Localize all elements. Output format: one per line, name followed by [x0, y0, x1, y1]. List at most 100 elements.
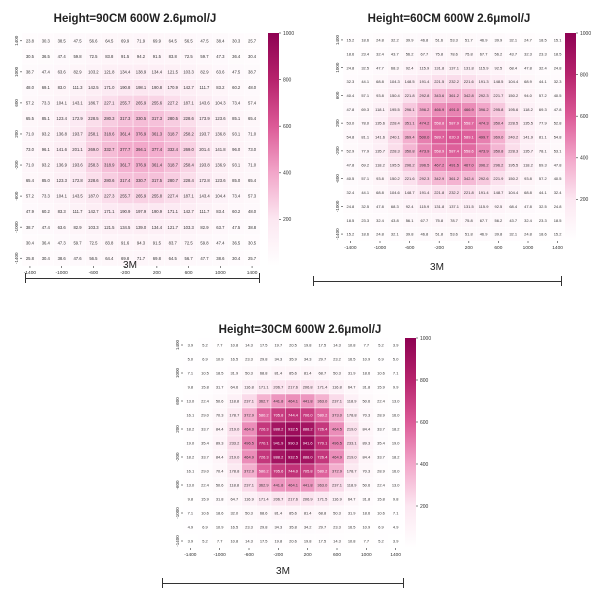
cell-value-label: 148.5	[493, 79, 504, 84]
cell-value-label: 32.4	[347, 190, 356, 195]
cell-value-label: 142.5	[88, 85, 99, 90]
cell-value-label: 240.1	[390, 135, 401, 140]
cell-value-label: 71.0	[248, 132, 257, 137]
cell-value-label: 32.3	[347, 79, 356, 84]
cell-value-label: 70.4	[216, 469, 224, 474]
cell-value-label: 69.3	[539, 107, 548, 112]
cell-value-label: 5.2	[202, 343, 208, 348]
cell-value-label: 24.7	[524, 38, 533, 43]
cell-value-label: 500.0	[419, 135, 430, 140]
cell-value-label: 137.1	[449, 204, 460, 209]
cell-value-label: 19.7	[274, 343, 282, 348]
cell-value-label: 30.4	[248, 54, 257, 59]
y-tick-label: 600	[175, 397, 180, 405]
cell-value-label: 258.2	[183, 132, 194, 137]
cell-value-label: 187.1	[183, 194, 194, 199]
cell-value-label: 75.8	[435, 51, 444, 56]
colorbar-tick-label: 800	[283, 77, 292, 83]
cell-value-label: 65.4	[248, 178, 257, 183]
cell-value-label: 13.0	[392, 483, 400, 488]
cell-value-label: 191.4	[479, 190, 490, 195]
cell-value-label: 350.8	[493, 148, 504, 153]
cell-value-label: 233.2	[229, 441, 239, 446]
cell-value-label: 56.1	[406, 218, 415, 223]
cell-value-label: 47.3	[58, 240, 67, 245]
cell-value-label: 73.0	[248, 147, 257, 152]
cell-value-label: 5.2	[202, 539, 208, 544]
cell-value-label: 93.8	[524, 176, 533, 181]
cell-value-label: 96.1	[42, 147, 51, 152]
cell-value-label: 56.2	[495, 51, 504, 56]
cell-value-label: 206.9	[303, 497, 314, 502]
cell-value-label: 81.4	[304, 511, 312, 516]
y-tick-label: -200	[14, 160, 19, 170]
cell-value-label: 888.2	[303, 427, 313, 432]
cell-value-label: 228.3	[390, 148, 401, 153]
cell-value-label: 15.8	[201, 385, 209, 390]
cell-value-label: 292.3	[479, 93, 490, 98]
cell-value-label: 372.9	[332, 469, 343, 474]
cell-value-label: 32.4	[539, 65, 548, 70]
cell-value-label: 14.3	[245, 343, 253, 348]
cell-value-label: 7.7	[217, 343, 223, 348]
cell-value-label: 292.8	[419, 93, 430, 98]
cell-value-label: 68.3	[391, 204, 400, 209]
cell-value-label: 116.8	[332, 385, 342, 390]
cell-value-label: 71.7	[137, 256, 146, 261]
cell-value-label: 44.1	[361, 79, 370, 84]
cell-value-label: 47.5	[232, 69, 241, 74]
cell-value-label: 10.9	[216, 525, 224, 530]
cell-value-label: 172.9	[72, 116, 83, 121]
cell-value-label: 103.3	[88, 225, 99, 230]
cell-value-label: 78.7	[450, 218, 459, 223]
cell-value-label: 5.0	[393, 357, 399, 362]
cell-value-label: 932.5	[288, 455, 299, 460]
cell-value-label: 142.7	[183, 209, 194, 214]
cell-value-label: 148.5	[405, 79, 416, 84]
cell-value-label: 81.4	[274, 371, 282, 376]
cell-value-label: 47.4	[42, 225, 51, 230]
cell-value-label: 142.7	[183, 85, 194, 90]
cell-value-label: 89.3	[362, 441, 370, 446]
cell-value-label: 123.6	[215, 178, 226, 183]
cell-value-label: 466.9	[464, 107, 475, 112]
cell-value-label: 57.4	[248, 101, 257, 106]
cell-value-label: 6.9	[378, 525, 384, 530]
cell-value-label: 50.6	[362, 399, 370, 404]
cell-value-label: 396.2	[479, 162, 490, 167]
cell-value-label: 206.7	[273, 497, 283, 502]
cell-value-label: 60.2	[42, 209, 51, 214]
cell-value-label: 342.4	[464, 176, 475, 181]
heatmap-chart: 23.8 30.3 38.5 47.5 56.6 64.5 69.9 71.9 69.9 64.5…	[14, 31, 294, 276]
cell-value-label: 57.2	[26, 194, 35, 199]
cell-value-label: 29.0	[201, 413, 209, 418]
x-tick-label: 1000	[361, 552, 372, 558]
cell-value-label: 46.8	[421, 232, 430, 237]
y-tick-label: -600	[335, 174, 340, 184]
cell-value-label: 57.2	[26, 101, 35, 106]
cell-value-label: 39.8	[495, 232, 504, 237]
cell-value-label: 141.6	[56, 147, 67, 152]
cell-value-label: 19.8	[304, 539, 312, 544]
cell-value-label: 10.8	[348, 539, 356, 544]
cell-value-label: 34.3	[274, 357, 282, 362]
cell-value-label: 83.4	[216, 209, 225, 214]
cell-value-label: 5.0	[188, 357, 194, 362]
cell-value-label: 20.6	[289, 539, 297, 544]
cell-value-label: 22.4	[201, 483, 209, 488]
cell-value-label: 77.9	[539, 121, 548, 126]
x-tick-label: -600	[89, 270, 99, 276]
cell-value-label: 131.8	[434, 204, 445, 209]
cell-value-label: 18.2	[186, 427, 194, 432]
cell-value-label: 491.0	[449, 107, 460, 112]
cell-value-label: 18.6	[362, 511, 370, 516]
cell-value-label: 93.1	[232, 132, 241, 137]
cell-value-label: 219.0	[347, 455, 358, 460]
cell-value-label: 744.4	[288, 413, 299, 418]
cell-value-label: 330.7	[136, 178, 147, 183]
cell-value-label: 18.6	[216, 511, 224, 516]
cell-value-label: 60.2	[232, 209, 241, 214]
cell-value-label: 64.5	[169, 256, 178, 261]
cell-value-label: 83.3	[58, 209, 67, 214]
x-tick-label: 200	[304, 552, 312, 558]
